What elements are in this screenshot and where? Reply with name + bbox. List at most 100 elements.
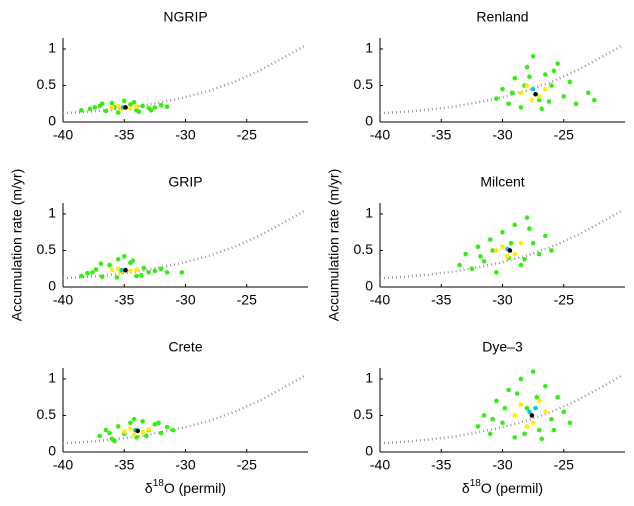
data-point bbox=[93, 267, 99, 272]
data-point bbox=[121, 98, 127, 104]
data-point bbox=[573, 101, 579, 107]
x-tick-label: -30 bbox=[175, 457, 195, 473]
data-point bbox=[536, 97, 542, 103]
data-point bbox=[85, 270, 90, 276]
data-point bbox=[506, 101, 511, 107]
data-point bbox=[592, 97, 597, 103]
x-tick-label: -25 bbox=[237, 292, 257, 308]
x-tick-label: -40 bbox=[53, 457, 73, 473]
data-point bbox=[530, 420, 536, 426]
panel-title: GRIP bbox=[168, 174, 202, 190]
data-point bbox=[481, 259, 487, 264]
y-tick-label: 0 bbox=[365, 113, 373, 129]
data-point bbox=[152, 268, 158, 274]
trend-curve bbox=[379, 374, 622, 445]
panel-title: Crete bbox=[168, 339, 202, 355]
data-point bbox=[478, 254, 483, 259]
data-point bbox=[487, 237, 493, 242]
data-point bbox=[530, 53, 536, 59]
x-tick-label: -35 bbox=[114, 127, 134, 143]
data-point bbox=[164, 424, 170, 430]
data-point bbox=[170, 427, 176, 433]
data-point bbox=[115, 266, 121, 272]
y-tick-label: 0.5 bbox=[354, 76, 374, 92]
y-tick-label: 1 bbox=[365, 205, 373, 221]
data-point bbox=[131, 99, 137, 105]
x-tick-label: -30 bbox=[175, 292, 195, 308]
data-point bbox=[530, 240, 536, 246]
data-point bbox=[549, 248, 554, 253]
data-point bbox=[512, 222, 518, 228]
data-point bbox=[134, 267, 139, 272]
data-point bbox=[549, 416, 554, 422]
data-point bbox=[543, 383, 548, 389]
panel-title: Renland bbox=[476, 9, 528, 25]
panel-title: Milcent bbox=[480, 174, 524, 190]
x-tick-label: -35 bbox=[431, 457, 451, 473]
trend-curve bbox=[379, 44, 622, 115]
x-tick-label: -25 bbox=[237, 127, 257, 143]
data-point bbox=[158, 102, 164, 108]
data-point bbox=[518, 240, 524, 246]
data-point bbox=[512, 435, 518, 440]
data-point bbox=[546, 99, 552, 104]
y-tick-label: 1 bbox=[365, 370, 373, 386]
data-point bbox=[505, 254, 510, 259]
y-tick-label: 1 bbox=[48, 370, 56, 386]
y-tick-label: 0.5 bbox=[354, 241, 374, 257]
x-axis-label-part: δ bbox=[145, 480, 153, 496]
data-point bbox=[510, 90, 515, 96]
x-tick-label: -25 bbox=[554, 292, 574, 308]
data-point bbox=[529, 97, 535, 103]
data-point bbox=[494, 248, 499, 253]
data-point bbox=[527, 74, 532, 80]
y-axis-label: Accumulation rate (m/yr) bbox=[9, 169, 25, 321]
y-axis-label: Accumulation rate (m/yr) bbox=[326, 169, 342, 321]
data-point bbox=[502, 405, 508, 411]
x-tick-label: -35 bbox=[114, 457, 134, 473]
x-tick-label: -25 bbox=[237, 457, 257, 473]
x-tick-label: -35 bbox=[431, 292, 451, 308]
data-point bbox=[529, 413, 535, 418]
data-point bbox=[115, 256, 121, 262]
data-point bbox=[112, 438, 117, 444]
data-point bbox=[524, 215, 530, 220]
data-point bbox=[128, 105, 133, 111]
data-point bbox=[543, 233, 548, 239]
y-tick-label: 1 bbox=[48, 40, 56, 56]
data-point bbox=[530, 369, 536, 374]
data-point bbox=[561, 94, 567, 99]
data-point bbox=[123, 105, 128, 110]
data-point bbox=[487, 431, 493, 437]
data-point bbox=[536, 427, 542, 433]
trend-curve bbox=[62, 374, 305, 445]
y-tick-label: 1 bbox=[365, 40, 373, 56]
data-point bbox=[512, 413, 518, 418]
data-point bbox=[152, 421, 158, 427]
data-point bbox=[131, 432, 137, 437]
data-point bbox=[524, 405, 530, 411]
x-tick-label: -25 bbox=[554, 457, 574, 473]
data-point bbox=[107, 430, 112, 436]
x-tick-label: -40 bbox=[370, 292, 390, 308]
x-tick-label: -30 bbox=[492, 457, 512, 473]
y-tick-label: 0 bbox=[365, 278, 373, 294]
x-axis-label-part: O (permil) bbox=[481, 480, 543, 496]
x-tick-label: -35 bbox=[431, 127, 451, 143]
data-point bbox=[530, 86, 536, 92]
data-point bbox=[144, 433, 149, 439]
data-point bbox=[481, 413, 487, 418]
data-point bbox=[109, 267, 115, 273]
x-axis-label: δ18O (permil) bbox=[462, 478, 543, 496]
data-point bbox=[121, 429, 127, 434]
data-point bbox=[109, 100, 115, 106]
data-point bbox=[555, 394, 560, 400]
data-point bbox=[539, 436, 544, 442]
data-point bbox=[87, 106, 93, 112]
data-point bbox=[121, 254, 127, 259]
trend-curve bbox=[379, 209, 622, 280]
data-point bbox=[539, 106, 544, 112]
data-point bbox=[134, 273, 139, 279]
data-point bbox=[90, 270, 95, 275]
